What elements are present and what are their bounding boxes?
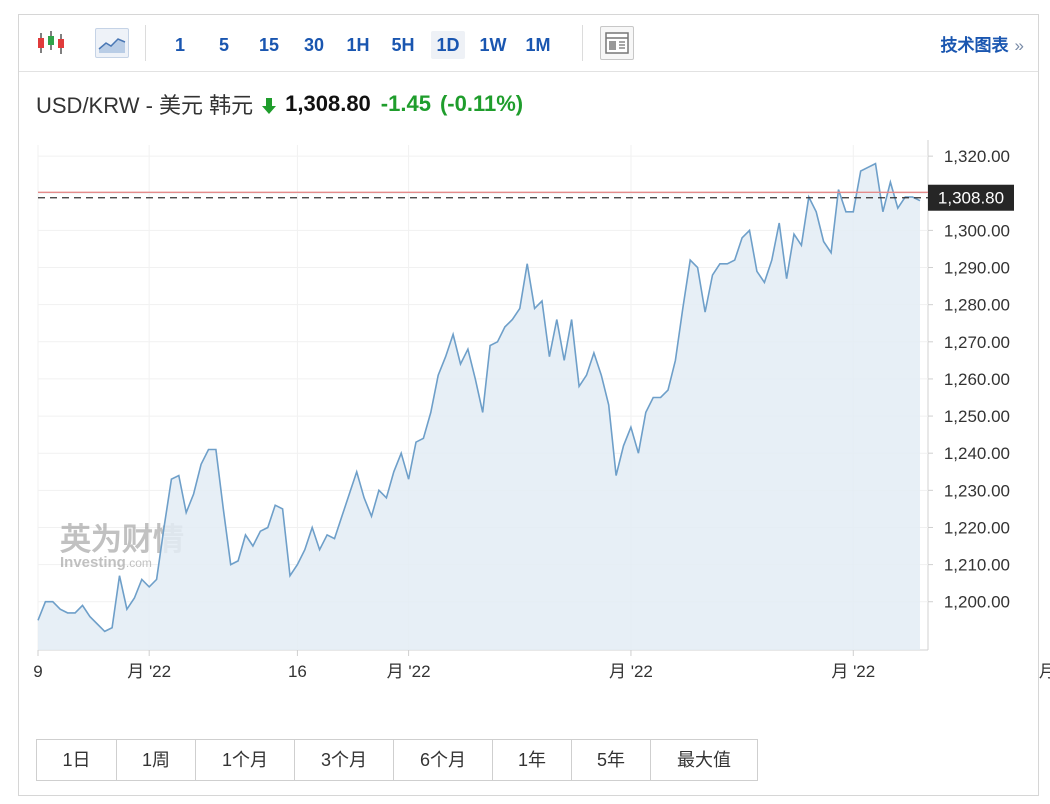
currency-pair-title: USD/KRW - 美元 韩元: [36, 93, 254, 118]
range-5y[interactable]: 5年: [572, 740, 651, 780]
arrow-down-icon: [261, 95, 277, 114]
quote-header: USD/KRW - 美元 韩元 1,308.80 -1.45 (-0.11%): [36, 88, 523, 120]
y-tick-label: 1,270.00: [944, 333, 1010, 352]
y-tick-label: 1,240.00: [944, 444, 1010, 463]
interval-1h[interactable]: 1H: [346, 35, 370, 55]
watermark-en: Investing.com: [60, 554, 152, 571]
toolbar-divider: [145, 25, 146, 61]
x-tick-label: 月 '22: [1039, 662, 1050, 681]
range-3m[interactable]: 3个月: [295, 740, 394, 780]
current-price-tag: 1,308.80: [928, 184, 1014, 211]
x-tick-label: 月 '22: [609, 662, 653, 681]
price-change-percent: (-0.11%): [439, 91, 524, 116]
range-max[interactable]: 最大值: [677, 750, 731, 770]
interval-5[interactable]: 5: [218, 35, 229, 55]
x-tick-label: 月 '22: [831, 662, 875, 681]
range-1m[interactable]: 1个月: [196, 740, 295, 780]
chart-toolbar: 1 5 15 30 1H 5H 1D 1W 1M 技术图表 »: [19, 15, 1038, 72]
time-range-selector: 1日 1周 1个月 3个月 6个月 1年 5年 最大值: [36, 739, 758, 781]
y-tick-label: 1,220.00: [944, 518, 1010, 537]
toolbar-divider: [582, 25, 583, 61]
y-tick-label: 1,200.00: [944, 593, 1010, 612]
interval-1m[interactable]: 1M: [525, 35, 551, 55]
y-tick-label: 1,210.00: [944, 556, 1010, 575]
interval-5h[interactable]: 5H: [391, 35, 415, 55]
y-tick-label: 1,300.00: [944, 221, 1010, 240]
last-price: 1,308.80: [285, 91, 371, 116]
layout-icon[interactable]: [600, 26, 634, 60]
watermark-en-name: Investing: [60, 554, 126, 571]
double-chevron-right-icon: »: [1014, 36, 1024, 55]
price-area-fill: [38, 163, 920, 650]
widget-frame: [18, 14, 1039, 796]
y-tick-label: 1,230.00: [944, 481, 1010, 500]
interval-15[interactable]: 15: [258, 35, 280, 55]
watermark-en-suffix: .com: [126, 556, 152, 570]
x-tick-label: 月 '22: [127, 662, 171, 681]
x-tick-label: 月 '22: [387, 662, 431, 681]
interval-30[interactable]: 30: [303, 35, 325, 55]
interval-1d[interactable]: 1D: [431, 31, 465, 59]
area-chart-icon[interactable]: [95, 28, 129, 58]
candlestick-icon[interactable]: [35, 28, 67, 58]
range-6m[interactable]: 6个月: [394, 740, 493, 780]
y-axis: 1,200.00 1,210.00 1,220.00 1,230.00 1,240.00…: [928, 147, 1010, 612]
price-change: -1.45: [380, 91, 431, 116]
current-price-tag-bg: [928, 184, 1014, 211]
technical-chart-label: 技术图表: [940, 36, 1009, 55]
x-tick-label: 9: [33, 662, 42, 681]
x-tick-label: 16: [288, 662, 307, 681]
y-tick-label: 1,290.00: [944, 259, 1010, 278]
price-series-line: [37, 162, 921, 633]
y-tick-label: 1,250.00: [944, 407, 1010, 426]
technical-chart-link[interactable]: 技术图表 »: [941, 31, 1024, 56]
range-1d[interactable]: 1日: [37, 740, 117, 780]
current-price-tag-label: 1,308.80: [938, 189, 1004, 208]
range-1y[interactable]: 1年: [493, 740, 572, 780]
y-tick-label: 1,260.00: [944, 370, 1010, 389]
range-1w[interactable]: 1周: [117, 740, 196, 780]
interval-1w[interactable]: 1W: [479, 35, 507, 55]
interval-1[interactable]: 1: [174, 35, 185, 55]
y-tick-label: 1,280.00: [944, 296, 1010, 315]
price-chart[interactable]: 英为财情 Investing.com 1,200.001,210.001,220…: [0, 0, 1050, 730]
y-tick-label: 1,320.00: [944, 147, 1010, 166]
